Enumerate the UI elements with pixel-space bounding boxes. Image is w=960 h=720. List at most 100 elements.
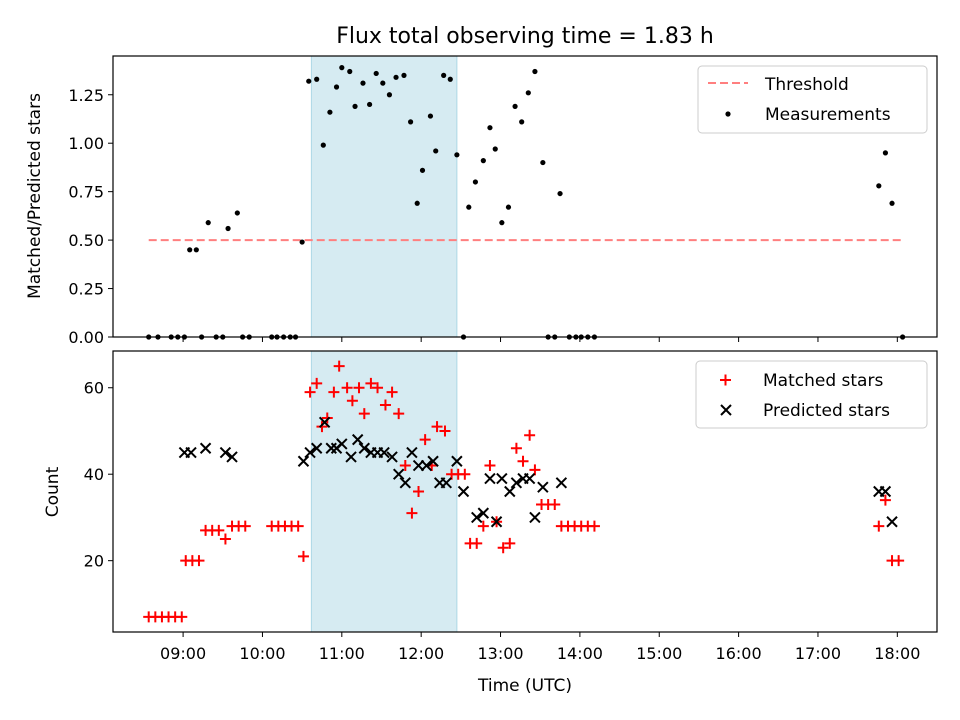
x-tick-label: 10:00 <box>239 644 285 663</box>
bottom-highlight-span <box>310 350 458 633</box>
matched-star-point <box>365 377 377 389</box>
matched-star-point <box>517 455 529 467</box>
measurement-point <box>234 210 240 216</box>
predicted-star-point <box>399 477 412 489</box>
measurement-point <box>314 76 320 82</box>
predicted-star-points <box>178 416 898 528</box>
measurement-point <box>327 109 333 115</box>
predicted-star-point <box>199 442 212 454</box>
matched-star-point <box>321 412 333 424</box>
measurement-point <box>441 72 447 78</box>
measurement-point <box>472 179 479 185</box>
measurement-point <box>205 220 211 226</box>
predicted-star-point <box>310 442 323 454</box>
x-tick-label: 11:00 <box>319 644 365 663</box>
matched-star-point <box>219 533 231 545</box>
measurement-point <box>380 80 386 86</box>
predicted-star-point <box>226 451 238 463</box>
predicted-star-point <box>378 446 390 459</box>
predicted-star-point <box>471 511 483 524</box>
measurement-point <box>401 72 407 78</box>
predicted-star-point <box>440 477 453 489</box>
predicted-star-point <box>523 472 536 485</box>
y-tick-label: 0.75 <box>68 183 104 202</box>
measurement-point <box>492 146 498 152</box>
measurement-point <box>487 125 493 131</box>
legend-threshold-label: Threshold <box>764 75 849 95</box>
measurement-point <box>373 70 379 77</box>
matched-star-point <box>346 395 358 407</box>
chart-title: Flux total observing time = 1.83 h <box>336 24 714 49</box>
measurement-point <box>419 167 426 173</box>
predicted-star-point <box>427 455 439 467</box>
measurement-points <box>146 65 906 340</box>
matched-star-point <box>893 555 905 567</box>
measurement-point <box>333 84 340 90</box>
measurement-point <box>347 68 353 75</box>
predicted-star-point <box>457 485 470 498</box>
matched-star-points <box>143 360 905 623</box>
predicted-star-point <box>304 446 316 459</box>
matched-star-point <box>399 460 411 472</box>
measurement-point <box>466 204 472 210</box>
matched-star-point <box>292 520 304 532</box>
measurement-point <box>519 119 525 125</box>
predicted-star-point <box>219 446 232 459</box>
measurement-point <box>876 183 882 189</box>
predicted-star-point <box>336 438 348 450</box>
measurement-point <box>339 65 345 71</box>
predicted-star-point <box>477 507 490 519</box>
y-tick-label: 1.25 <box>68 86 104 105</box>
predicted-star-point <box>406 446 418 459</box>
matched-star-point <box>873 520 885 532</box>
top-legend: Threshold Measurements <box>697 65 928 134</box>
matched-star-point <box>353 382 365 394</box>
matched-star-point <box>297 550 309 562</box>
predicted-star-point <box>537 481 549 493</box>
matched-star-point <box>413 486 425 497</box>
x-tick-label: 09:00 <box>160 644 206 663</box>
x-tick-label: 13:00 <box>477 644 523 663</box>
top-axes-frame <box>112 55 938 338</box>
matched-star-point <box>239 520 251 532</box>
bottom-x-ticks: 09:00 10:00 11:00 12:00 13:00 14:00 15:00 16:00… <box>160 632 920 663</box>
matched-star-point <box>459 468 471 480</box>
matched-star-point <box>333 360 345 372</box>
legend-matched-label: Matched stars <box>763 371 883 391</box>
predicted-star-point <box>185 446 197 459</box>
measurement-point <box>427 113 434 119</box>
legend-matched-swatch <box>720 374 731 386</box>
predicted-star-point <box>879 485 892 498</box>
measurement-point <box>557 190 563 197</box>
matched-star-point <box>406 507 418 519</box>
predicted-star-point <box>297 455 310 467</box>
matched-star-point <box>549 498 561 510</box>
measurement-point <box>299 239 305 245</box>
y-tick-label: 0.25 <box>68 280 104 299</box>
measurement-point <box>414 200 420 206</box>
measurement-point <box>540 159 546 166</box>
matched-star-point <box>471 537 483 549</box>
top-highlight-span <box>310 55 458 338</box>
matched-star-point <box>193 555 205 567</box>
measurement-point <box>393 74 399 80</box>
top-x-ticks <box>182 337 898 342</box>
top-panel: 0.00 0.25 0.50 0.75 1.00 1.25 Matched/Predict… <box>25 55 938 347</box>
measurement-point <box>360 80 366 86</box>
x-tick-label: 17:00 <box>795 644 841 663</box>
bottom-panel: 20 40 60 09:00 10:00 11:00 12:00 13:00 14:00 15:… <box>43 350 938 696</box>
predicted-star-point <box>490 516 503 528</box>
measurement-point <box>525 90 531 96</box>
predicted-star-point <box>451 455 463 467</box>
predicted-star-point <box>392 468 405 480</box>
measurement-point <box>882 150 889 156</box>
y-tick-label: 20 <box>84 552 104 571</box>
top-y-ticks: 0.00 0.25 0.50 0.75 1.00 1.25 <box>68 86 113 347</box>
y-tick-label: 0.00 <box>68 328 104 347</box>
matched-star-point <box>213 524 225 536</box>
matched-star-point <box>510 442 522 454</box>
predicted-star-point <box>529 511 541 524</box>
matched-star-point <box>316 421 328 433</box>
predicted-star-point <box>510 477 523 489</box>
